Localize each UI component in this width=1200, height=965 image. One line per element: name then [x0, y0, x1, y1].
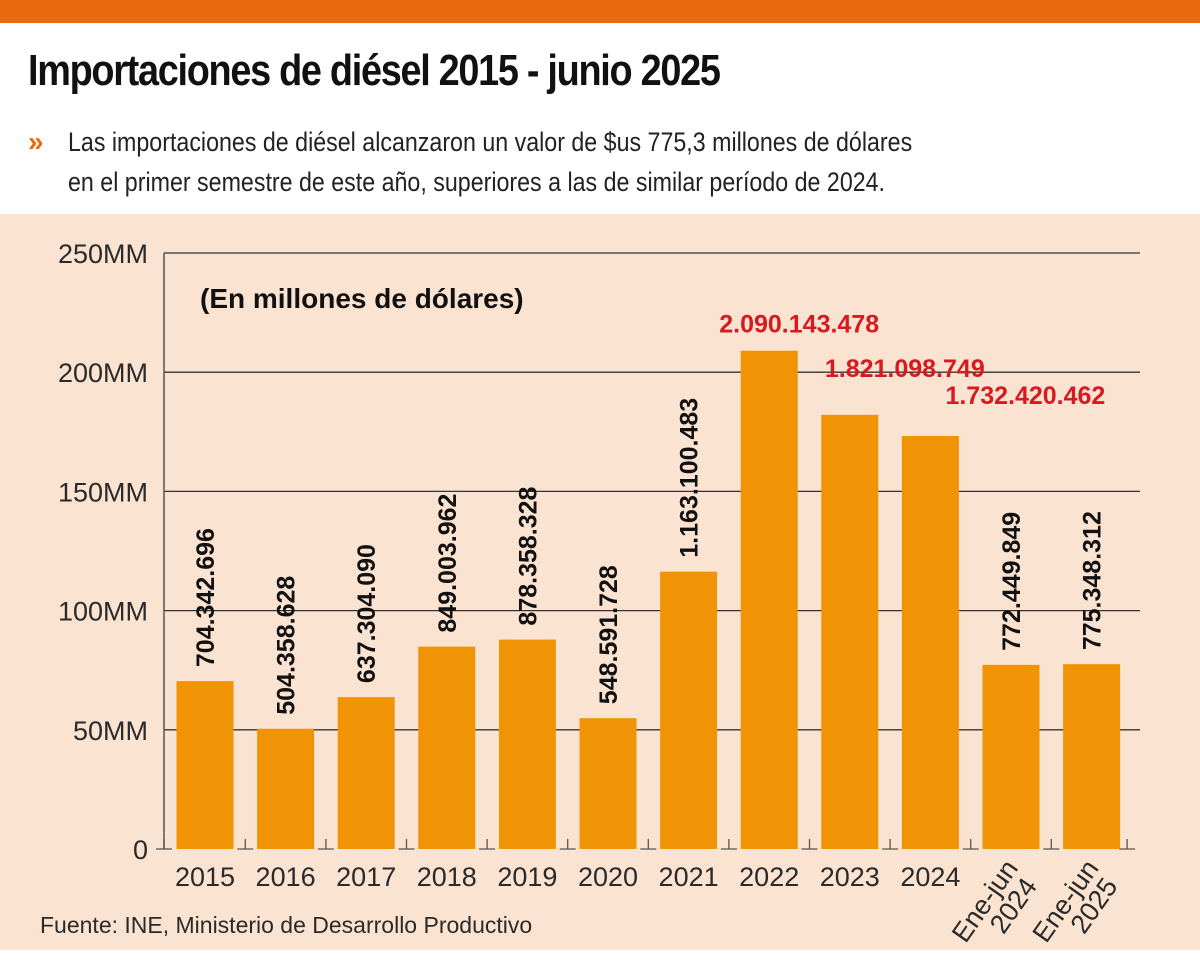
- bar-2020: [579, 718, 637, 849]
- x-tick-label: 2024: [900, 862, 960, 892]
- data-label: 2.090.143.478: [719, 311, 879, 339]
- x-tick-label: 2023: [820, 862, 880, 892]
- data-label: 772.449.849: [998, 512, 1026, 651]
- data-label: 504.358.628: [273, 576, 301, 715]
- source-note: Fuente: INE, Ministerio de Desarrollo Pr…: [40, 912, 532, 938]
- chart-subtitle: Las importaciones de diésel alcanzaron u…: [68, 122, 912, 202]
- top-accent-bar: [0, 0, 1200, 23]
- unit-note: (En millones de dólares): [200, 283, 524, 314]
- bar-2023: [821, 414, 879, 849]
- bar-2015: [176, 681, 234, 849]
- x-tick-label: 2020: [578, 862, 638, 892]
- data-labels: 704.342.696 504.358.628 637.304.090 849.003…: [192, 311, 1107, 715]
- x-tick-label: 2021: [659, 862, 719, 892]
- bar-ene-jun-2025: [1063, 664, 1121, 849]
- bar-2018: [418, 646, 476, 849]
- subtitle-line-1: Las importaciones de diésel alcanzaron u…: [68, 127, 913, 157]
- y-tick-label: 200MM: [58, 358, 148, 388]
- data-label: 878.358.328: [514, 486, 542, 625]
- gridlines: [164, 252, 1140, 731]
- data-label: 548.591.728: [595, 565, 623, 704]
- x-tick-label: 2019: [497, 862, 557, 892]
- bar-2021: [660, 571, 718, 849]
- data-label: 849.003.962: [434, 494, 462, 633]
- data-label: 1.732.420.462: [945, 382, 1105, 410]
- y-tick-label: 150MM: [58, 477, 148, 507]
- x-tick-label: 2015: [175, 862, 235, 892]
- x-tick-label: 2018: [417, 862, 477, 892]
- bars: [176, 350, 1121, 849]
- y-tick-label: 50MM: [73, 716, 148, 746]
- bar-2019: [498, 639, 556, 849]
- y-axis: 0 50MM 100MM 150MM 200MM 250MM: [58, 239, 1136, 865]
- y-tick-label: 100MM: [58, 597, 148, 627]
- bar-2016: [257, 728, 315, 849]
- bar-2022: [740, 350, 798, 849]
- data-label: 1.821.098.749: [825, 355, 985, 383]
- data-label: 637.304.090: [353, 544, 381, 683]
- x-tick-label: 2016: [256, 862, 316, 892]
- y-tick-label: 250MM: [58, 239, 148, 269]
- data-label: 1.163.100.483: [676, 398, 704, 558]
- x-axis-labels: 2015 2016 2017 2018 2019 2020 2021 2022 2023 2024…: [175, 854, 1124, 947]
- x-tick-label: 2017: [336, 862, 396, 892]
- y-tick-label: 0: [133, 835, 148, 865]
- data-label: 775.348.312: [1079, 511, 1107, 650]
- data-label: 704.342.696: [192, 528, 220, 667]
- x-tick-label: 2022: [739, 862, 799, 892]
- subtitle-line-2: en el primer semestre de este año, super…: [68, 167, 886, 197]
- bar-ene-jun-2024: [982, 664, 1040, 849]
- bar-2024: [901, 435, 959, 849]
- bar-2017: [337, 697, 395, 849]
- chart-title: Importaciones de diésel 2015 - junio 202…: [28, 46, 721, 95]
